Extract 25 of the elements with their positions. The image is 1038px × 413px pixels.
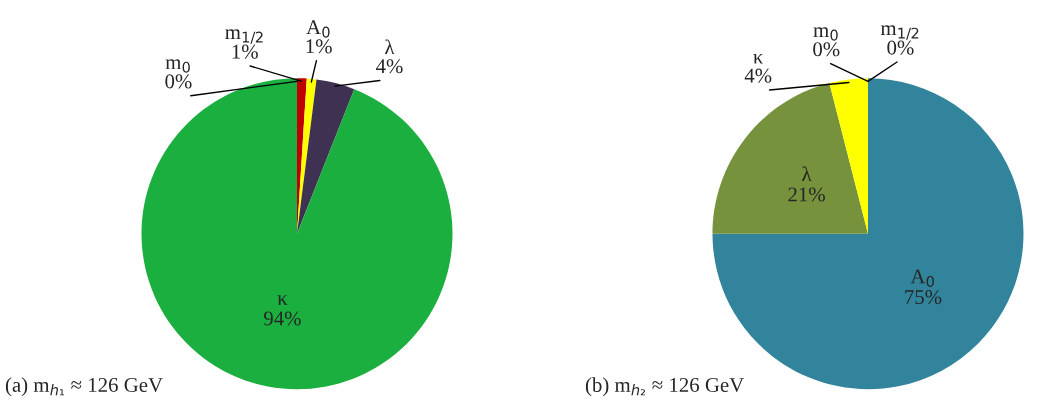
data-label: 4% <box>744 68 772 83</box>
data-label: 75% <box>905 290 942 305</box>
data-label: 4% <box>375 59 403 74</box>
text: 0% <box>887 40 914 55</box>
slice-label: λ <box>802 166 812 181</box>
slice-label: m$_{1/2}$ <box>225 29 263 44</box>
slice-label: A$_{0}$ <box>910 269 934 287</box>
text: (a) m$_{h₁}$ ≈ 126 GeV <box>5 377 163 397</box>
pie-slice <box>712 83 868 234</box>
slice-label: A$_{0}$ <box>306 20 330 38</box>
text: 0% <box>813 42 840 57</box>
category-label: m$_{1/2}$ <box>880 25 919 40</box>
category-label: m$_{0}$ <box>165 59 190 73</box>
pie-slice <box>829 78 868 234</box>
data-label: 21% <box>788 187 825 202</box>
text: (b) m$_{h₂}$ ≈ 126 GeV <box>585 377 744 397</box>
data-label: 1% <box>232 44 258 59</box>
slice-label: κ <box>753 54 764 64</box>
text: 0% <box>165 74 192 89</box>
slice-label: λ <box>384 39 395 55</box>
category-label: m$_{0}$ <box>813 27 838 41</box>
pie-slice <box>297 79 355 234</box>
slice-label: κ <box>277 295 288 305</box>
data-label: 94% <box>264 311 301 326</box>
data-label: 1% <box>306 39 332 54</box>
